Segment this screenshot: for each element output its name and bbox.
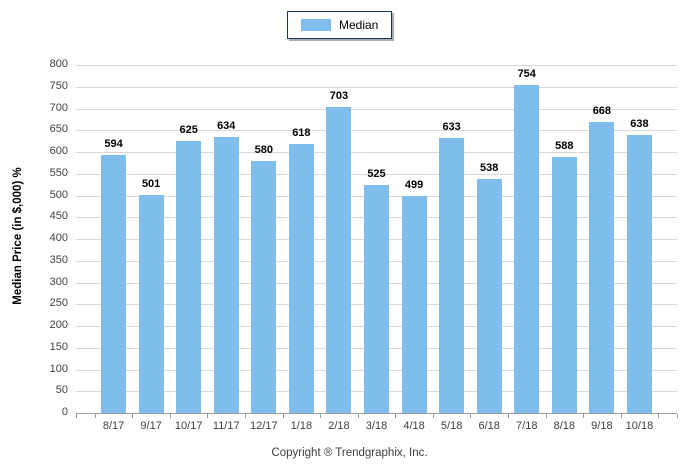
legend-label-median: Median xyxy=(339,18,379,32)
x-tick-mark xyxy=(207,414,209,418)
y-tick-label: 650 xyxy=(49,123,68,136)
bar-value-label: 625 xyxy=(179,124,198,137)
bar-4/18 xyxy=(401,195,427,413)
x-tick-label: 9/17 xyxy=(140,420,162,432)
bar-value-label: 638 xyxy=(630,118,649,131)
x-tick-label: 7/18 xyxy=(516,420,538,432)
bar-value-label: 634 xyxy=(217,120,236,133)
x-tick-label: 3/18 xyxy=(365,420,388,432)
y-tick-label: 450 xyxy=(49,210,68,223)
x-tick-mark xyxy=(583,414,585,418)
y-tick-label: 250 xyxy=(49,297,68,310)
x-tick-label: 10/18 xyxy=(625,420,654,432)
bar-8/17 xyxy=(101,154,127,413)
bar-7/18 xyxy=(514,85,540,413)
y-tick-label: 0 xyxy=(61,406,68,418)
gridline xyxy=(76,108,677,110)
bar-value-label: 580 xyxy=(254,143,273,156)
x-tick-label: 1/18 xyxy=(290,420,313,432)
bar-value-label: 588 xyxy=(555,140,574,153)
gridline xyxy=(76,130,677,132)
x-tick-mark xyxy=(658,414,660,418)
bar-value-label: 668 xyxy=(592,105,612,118)
x-tick-label: 12/17 xyxy=(250,420,278,432)
bar-12/17 xyxy=(251,160,277,413)
x-tick-label: 6/18 xyxy=(478,420,500,432)
x-tick-label: 4/18 xyxy=(403,420,425,432)
bar-value-label: 633 xyxy=(442,120,461,133)
bar-value-label: 501 xyxy=(141,178,161,191)
x-tick-label: 10/17 xyxy=(174,420,203,432)
bar-value-label: 594 xyxy=(104,137,123,150)
x-tick-mark xyxy=(320,414,322,418)
y-tick-label: 100 xyxy=(49,362,68,375)
y-tick-label: 750 xyxy=(49,79,68,92)
x-tick-mark xyxy=(395,414,397,418)
gridline xyxy=(76,173,677,175)
y-tick-label: 550 xyxy=(49,166,68,179)
y-tick-label: 600 xyxy=(49,145,68,157)
x-tick-mark xyxy=(507,414,509,418)
y-tick-label: 350 xyxy=(49,253,68,266)
x-tick-mark xyxy=(132,414,134,418)
bar-6/18 xyxy=(476,178,502,413)
x-tick-label: 8/18 xyxy=(553,420,576,432)
bar-value-label: 703 xyxy=(329,90,349,103)
bar-2/18 xyxy=(326,107,352,413)
x-tick-label: 9/18 xyxy=(591,420,613,432)
legend: Median xyxy=(287,11,393,39)
bar-10/17 xyxy=(176,141,202,413)
x-tick-label: 8/17 xyxy=(102,420,125,432)
bar-9/17 xyxy=(138,195,164,413)
y-tick-label: 300 xyxy=(49,275,68,288)
x-tick-mark xyxy=(357,414,359,418)
x-tick-mark xyxy=(620,414,622,418)
x-tick-mark xyxy=(677,414,678,418)
x-tick-mark xyxy=(245,414,247,418)
bar-8/18 xyxy=(551,157,577,413)
gridline xyxy=(76,86,677,88)
y-tick-label: 200 xyxy=(49,319,68,331)
x-tick-mark xyxy=(545,414,547,418)
y-tick-label: 500 xyxy=(49,188,68,201)
bar-value-label: 754 xyxy=(517,68,536,80)
x-tick-mark xyxy=(282,414,284,418)
x-axis-line xyxy=(76,413,677,414)
x-tick-mark xyxy=(432,414,434,418)
gridline xyxy=(76,65,677,66)
x-tick-label: 5/18 xyxy=(440,420,463,432)
x-tick-mark xyxy=(76,414,77,418)
x-tick-mark xyxy=(470,414,472,418)
x-tick-mark xyxy=(94,414,96,418)
bar-5/18 xyxy=(439,137,465,413)
copyright-text: Copyright ® Trendgraphix, Inc. xyxy=(271,447,428,459)
y-tick-label: 800 xyxy=(49,58,68,70)
bar-1/18 xyxy=(288,144,314,413)
x-tick-label: 2/18 xyxy=(328,420,350,432)
y-tick-label: 50 xyxy=(55,384,68,397)
y-tick-label: 700 xyxy=(49,101,68,114)
y-tick-label: 150 xyxy=(49,340,68,353)
legend-swatch-median xyxy=(301,19,331,31)
bar-value-label: 525 xyxy=(367,167,386,180)
gridline xyxy=(76,152,677,153)
bar-value-label: 618 xyxy=(292,127,311,140)
bar-10/18 xyxy=(626,135,652,413)
x-tick-label: 11/17 xyxy=(212,420,240,432)
bar-3/18 xyxy=(364,184,389,413)
x-tick-mark xyxy=(169,414,171,418)
bar-value-label: 538 xyxy=(480,161,499,174)
bar-value-label: 499 xyxy=(404,178,424,191)
bar-9/18 xyxy=(589,122,615,413)
bar-11/17 xyxy=(213,137,239,413)
y-tick-label: 400 xyxy=(49,232,68,244)
